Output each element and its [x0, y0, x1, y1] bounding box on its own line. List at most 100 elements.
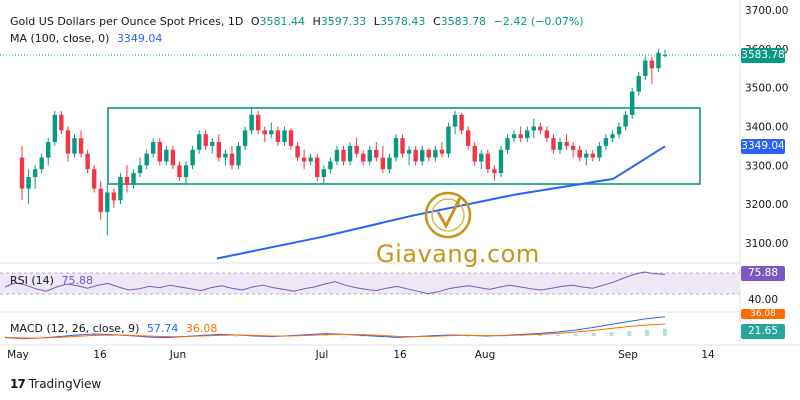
candle: [19, 145, 25, 201]
candle: [282, 126, 287, 146]
candle: [538, 122, 543, 135]
candle: [616, 122, 622, 139]
macd-hist-bar: [341, 336, 346, 337]
rsi-level-tag: 40.00: [747, 294, 779, 306]
candle: [544, 126, 550, 143]
candle: [190, 145, 195, 170]
candle: [636, 72, 641, 96]
candle: [354, 138, 359, 158]
giavang-logo-icon: [424, 191, 472, 239]
macd-hist-bar: [56, 335, 61, 336]
macd-hist-tag: 21.65: [741, 324, 785, 339]
candle: [223, 149, 228, 166]
candle: [367, 145, 372, 166]
time-tick-label: Jun: [169, 349, 186, 361]
candle: [275, 126, 281, 146]
candle: [360, 149, 366, 166]
candle: [26, 169, 31, 205]
macd-hist-bar: [20, 336, 25, 337]
macd-legend: MACD (12, 26, close, 9) 57.74 36.08: [10, 322, 221, 335]
low-label: L: [373, 15, 380, 28]
candle: [288, 128, 294, 150]
macd-hist-bar: [663, 328, 667, 336]
candle: [400, 134, 405, 158]
rsi-legend: RSI (14) 75.88: [10, 274, 97, 287]
macd-hist-bar: [645, 329, 650, 336]
candle: [649, 56, 655, 84]
candle: [72, 134, 77, 158]
candle: [308, 153, 313, 166]
candle: [347, 142, 353, 166]
candle: [236, 142, 241, 170]
candle: [131, 169, 136, 189]
candle: [78, 130, 84, 158]
candle: [39, 153, 44, 174]
price-tick-label: 3700.00: [745, 5, 788, 17]
candle: [144, 149, 149, 170]
candle: [210, 138, 215, 154]
macd-hist-bar: [627, 331, 632, 336]
candle: [52, 110, 58, 146]
time-tick-label: 16: [93, 349, 107, 361]
candle: [479, 149, 484, 170]
candle: [492, 165, 497, 181]
change-value: −2.42 (−0.07%): [493, 15, 584, 28]
candlestick-series: [19, 48, 668, 236]
price-axis-ticks: 3100.003200.003300.003400.003500.003600.…: [745, 5, 788, 250]
candle: [321, 165, 327, 185]
candle: [525, 126, 530, 143]
candle: [85, 149, 90, 174]
ma-legend: MA (100, close, 0) 3349.04: [10, 32, 166, 45]
ma-label: MA (100, close, 0): [10, 32, 110, 45]
close-label: C: [432, 15, 441, 28]
candle: [229, 145, 235, 170]
rsi-value-tag: 75.88: [741, 266, 785, 281]
price-tick-label: 3500.00: [745, 83, 788, 95]
chart-legend: Gold US Dollars per Ounce Spot Prices, 1…: [10, 15, 588, 28]
candle: [570, 142, 576, 158]
macd-hist-bar: [609, 332, 614, 336]
tradingview-logo[interactable]: 17 TradingView: [10, 377, 101, 391]
candle: [315, 153, 320, 181]
candle: [59, 110, 64, 135]
candle: [183, 161, 189, 185]
candle: [629, 87, 635, 119]
macd-signal-line: [4, 323, 666, 339]
candle: [518, 126, 523, 143]
consolidation-box: [107, 107, 701, 185]
price-tick-label: 3100.00: [745, 238, 788, 250]
candle: [531, 118, 536, 139]
candle: [623, 110, 628, 131]
candle: [485, 149, 491, 174]
candle: [262, 126, 267, 143]
candle: [65, 126, 71, 162]
macd-value-2: 36.08: [185, 322, 218, 335]
candle: [216, 134, 222, 162]
candle: [196, 130, 202, 154]
candle: [111, 188, 117, 209]
candle: [124, 165, 130, 193]
candle: [597, 142, 602, 162]
candle: [328, 157, 333, 174]
candle: [374, 142, 379, 162]
rsi-label: RSI (14): [10, 274, 54, 287]
open-value: 3581.44: [259, 15, 306, 28]
candle: [557, 138, 563, 154]
candle: [164, 145, 169, 166]
rsi-value: 75.88: [61, 274, 93, 287]
candle: [505, 134, 510, 154]
candle: [413, 145, 418, 166]
symbol-title: Gold US Dollars per Ounce Spot Prices, 1…: [10, 15, 244, 28]
macd-hist-bar: [127, 336, 132, 337]
candle: [380, 145, 386, 174]
macd-hist-bar: [573, 334, 578, 336]
candle: [157, 138, 162, 166]
candle: [551, 134, 556, 154]
candle: [269, 122, 274, 139]
candle: [242, 126, 248, 150]
candle: [498, 145, 504, 177]
candle: [249, 107, 254, 135]
candle: [656, 48, 661, 73]
candle: [137, 157, 143, 177]
